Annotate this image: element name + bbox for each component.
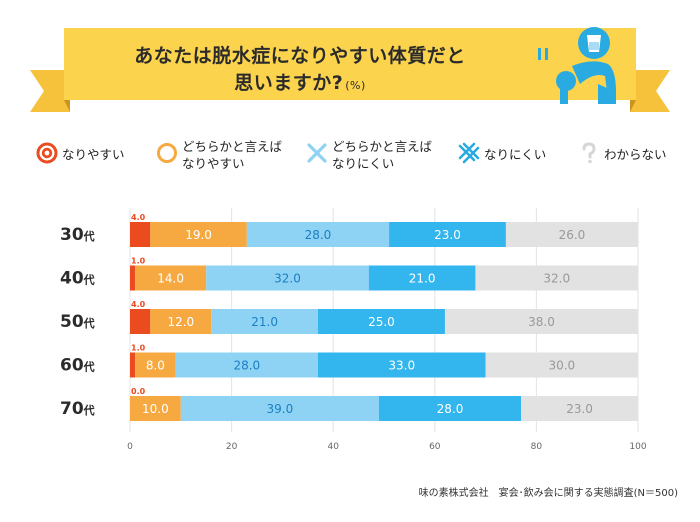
- legend-label: どちらかと言えば なりにくい: [332, 139, 433, 171]
- x-tick-label: 40: [327, 442, 339, 452]
- legend-item-unknown: わからない: [578, 138, 688, 174]
- data-label: 28.0: [437, 402, 464, 416]
- ribbon-left-tail: [30, 70, 70, 112]
- data-label: 8.0: [146, 359, 165, 373]
- x-tick-label: 80: [531, 442, 543, 452]
- bar-segment: [444, 309, 638, 334]
- ribbon-right-tail: [630, 70, 670, 112]
- question-mark-icon: [582, 142, 596, 164]
- bar-segment: [130, 396, 181, 421]
- bar-segment: [130, 222, 151, 247]
- person-arm: [560, 88, 568, 104]
- data-label: 0.0: [131, 387, 146, 396]
- bar-segment: [135, 352, 176, 378]
- person-leg: [598, 84, 616, 104]
- data-label: 28.0: [305, 228, 332, 242]
- x-tick-label: 0: [127, 442, 133, 452]
- chart-title-line1: あなたは脱水症になりやすい体質だと: [134, 45, 466, 67]
- data-label: 23.0: [434, 228, 461, 242]
- data-label: 32.0: [543, 272, 570, 286]
- x-tick-label: 20: [226, 442, 238, 452]
- double-circle-icon: [36, 142, 58, 164]
- data-label: 21.0: [409, 272, 436, 286]
- source-note: 味の素株式会社 宴会･飲み会に関する実態調査(N＝500): [418, 488, 678, 499]
- data-label: 28.0: [233, 359, 260, 373]
- legend-item-unlikely: なりにくい: [458, 138, 578, 174]
- water-glass-icon: [578, 27, 610, 59]
- data-label: 21.0: [251, 315, 278, 329]
- bar-segment: [246, 222, 390, 247]
- bar-segment: [130, 265, 136, 291]
- sweat-lines-icon: [538, 48, 548, 60]
- person-head: [556, 71, 576, 91]
- category-label: 40代: [60, 269, 95, 289]
- bar-segment: [475, 265, 638, 291]
- bar-segment: [389, 222, 506, 247]
- chart-title-line2: 思いますか? (%): [80, 68, 520, 95]
- data-label: 39.0: [267, 402, 294, 416]
- legend-item-somewhat-likely: どちらかと言えば なりやすい: [156, 138, 306, 174]
- circle-icon: [157, 143, 177, 163]
- ribbon-left-fold: [64, 100, 70, 112]
- data-label: 4.0: [131, 300, 146, 309]
- bar-segment: [317, 309, 445, 334]
- data-label: 12.0: [167, 315, 194, 329]
- bar-segment: [135, 265, 207, 291]
- data-label: 1.0: [131, 344, 146, 353]
- bar-segment: [175, 352, 318, 378]
- bar-segment: [485, 352, 638, 378]
- category-label: 30代: [60, 225, 95, 245]
- data-label: 33.0: [388, 359, 415, 373]
- bar-segment: [521, 396, 638, 421]
- stacked-bar-chart: 0 20 40 60 80 100 30代 4.0 19.0 28.0 23.0 26.0 40代 1.0…: [60, 208, 647, 452]
- category-label: 60代: [60, 356, 95, 376]
- data-label: 14.0: [157, 272, 184, 286]
- data-label: 38.0: [528, 315, 555, 329]
- ribbon-body: [64, 28, 636, 100]
- data-label: 30.0: [548, 359, 575, 373]
- data-label: 19.0: [185, 228, 212, 242]
- ribbon-right-fold: [630, 100, 636, 112]
- legend-item-somewhat-unlikely: どちらかと言えば なりにくい: [306, 138, 456, 174]
- bar-segment: [130, 309, 151, 334]
- legend-label: どちらかと言えば なりやすい: [182, 139, 283, 171]
- bar-segment: [505, 222, 638, 247]
- title-banner: [30, 27, 670, 112]
- legend-label: なりやすい: [62, 147, 125, 162]
- x-tick-label: 60: [429, 442, 441, 452]
- bar-segment: [130, 352, 136, 378]
- category-label: 50代: [60, 312, 95, 332]
- person-body: [572, 61, 616, 92]
- data-label: 4.0: [131, 213, 146, 222]
- double-cross-icon: [458, 142, 480, 164]
- legend-label: なりにくい: [484, 147, 547, 162]
- x-tick-label: 100: [629, 442, 646, 452]
- data-label: 1.0: [131, 257, 146, 266]
- bar-segment: [150, 222, 247, 247]
- legend: なりやすい どちらかと言えば なりやすい どちらかと言えば なりにくい なりにくい …: [0, 138, 700, 178]
- bar-segment: [317, 352, 486, 378]
- data-label: 23.0: [566, 402, 593, 416]
- data-label: 25.0: [368, 315, 395, 329]
- bar-segment: [150, 309, 212, 334]
- cross-icon: [307, 143, 327, 163]
- bar-segment: [180, 396, 379, 421]
- legend-label: わからない: [604, 147, 667, 162]
- bar-segment: [368, 265, 476, 291]
- bar-segment: [206, 265, 369, 291]
- data-label: 10.0: [142, 402, 169, 416]
- data-label: 32.0: [274, 272, 301, 286]
- dehydrated-person-icon: [538, 27, 616, 104]
- title-unit: (%): [345, 79, 366, 92]
- data-label: 26.0: [559, 228, 586, 242]
- title-text: 思いますか?: [234, 72, 344, 94]
- legend-item-likely: なりやすい: [36, 138, 156, 174]
- category-label: 70代: [60, 399, 95, 419]
- bar-segment: [378, 396, 522, 421]
- bar-segment: [211, 309, 318, 334]
